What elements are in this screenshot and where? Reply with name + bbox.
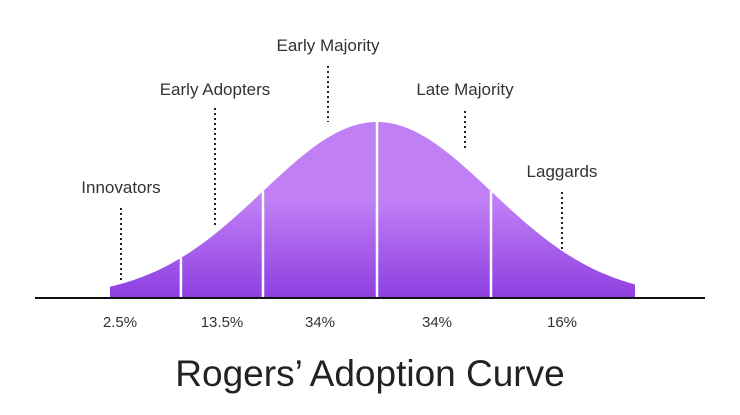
segment-share-late-majority: 34% [422, 314, 452, 331]
segment-share-innovators: 2.5% [103, 314, 137, 331]
segment-label-laggards: Laggards [527, 162, 598, 181]
segment-label-late-majority: Late Majority [416, 80, 514, 99]
segment-share-laggards: 16% [547, 314, 577, 331]
segment-label-early-majority: Early Majority [277, 36, 380, 55]
label-leader-lines [120, 66, 563, 280]
segment-share-early-adopters: 13.5% [201, 314, 244, 331]
bell-curve-area [110, 122, 635, 298]
segment-label-early-adopters: Early Adopters [160, 80, 271, 99]
segment-share-early-majority: 34% [305, 314, 335, 331]
segment-dividers [179, 122, 493, 298]
diagram-title: Rogers’ Adoption Curve [175, 353, 564, 394]
segment-label-innovators: Innovators [81, 178, 160, 197]
